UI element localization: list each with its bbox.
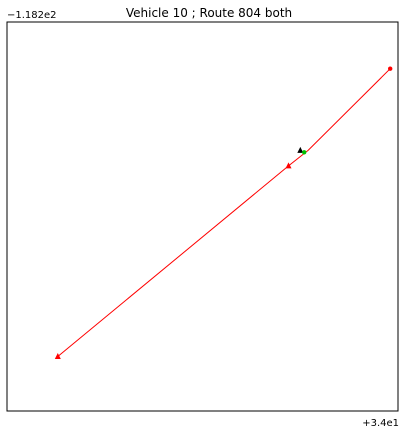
stop-marker-1	[286, 162, 292, 168]
stop-marker-0	[55, 353, 61, 359]
stop-marker-2	[388, 67, 392, 71]
stop-marker-4	[302, 150, 306, 154]
series-layer	[58, 69, 390, 357]
x-offset-label: +3.4e1	[362, 418, 399, 429]
plot-area	[7, 22, 398, 411]
y-offset-label: −1.182e2	[7, 10, 57, 21]
marker-layer	[55, 67, 393, 360]
route-line-0	[58, 69, 390, 357]
chart-title: Vehicle 10 ; Route 804 both	[126, 6, 292, 20]
